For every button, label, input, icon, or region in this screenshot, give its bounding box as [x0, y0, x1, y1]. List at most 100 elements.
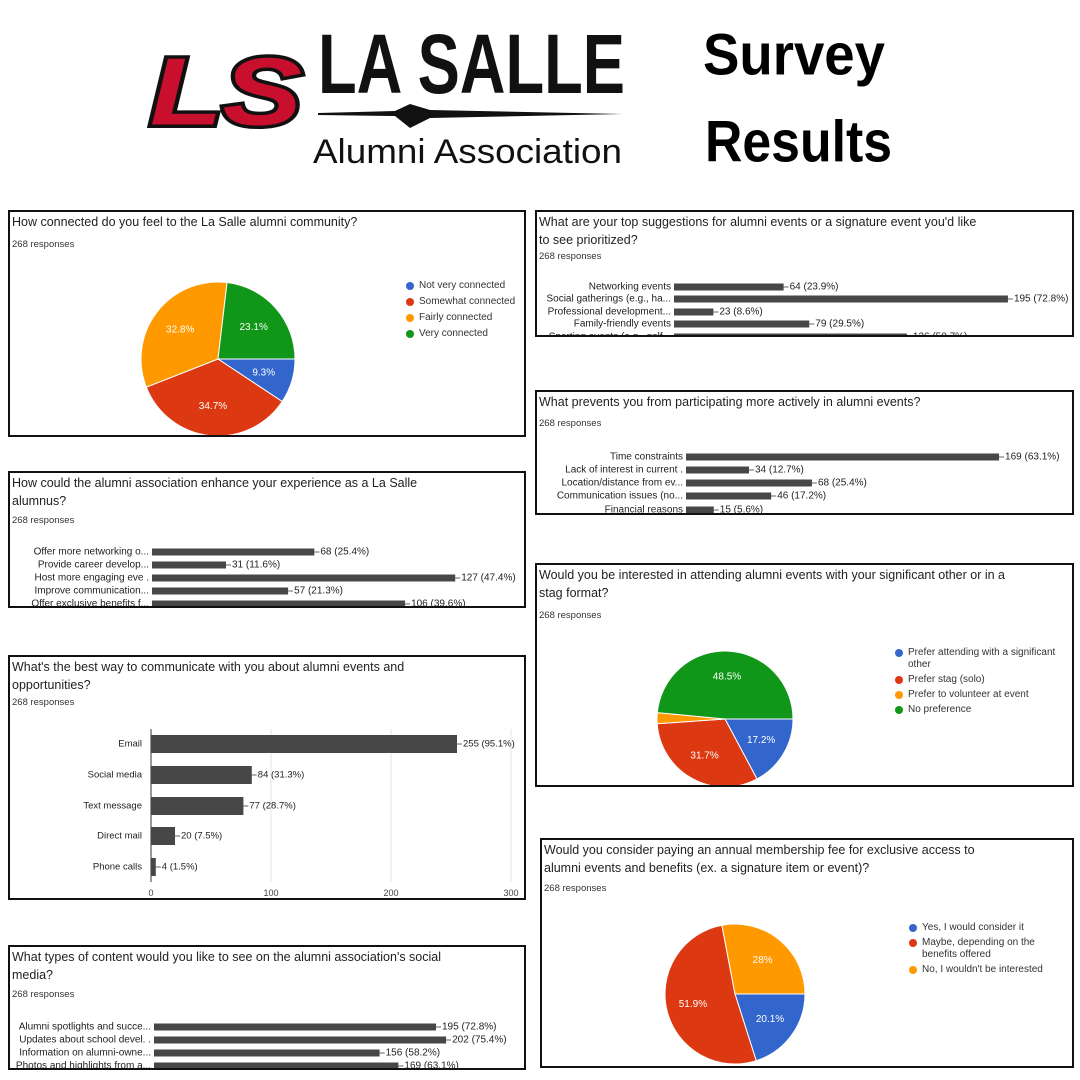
chart-title: Would you consider paying an annual memb…: [544, 843, 975, 875]
logo-letters: LS: [150, 39, 302, 146]
category-label: Text message: [83, 801, 142, 812]
x-tick-label: 200: [383, 888, 398, 898]
chart-panel: 0 100 200 300 Email 255 (95.1%) Social media 84…: [8, 655, 526, 900]
legend-item: Very connected: [406, 328, 524, 340]
spear: [318, 104, 622, 128]
bar: [154, 1049, 380, 1057]
value-label: 34 (12.7%): [755, 465, 804, 476]
slice-label: 28%: [753, 955, 773, 966]
chart-panel: 17.2% 31.7% 48.5% Would you be interested i…: [535, 563, 1074, 787]
value-label: 31 (11.6%): [232, 560, 280, 571]
response-count: 268 responses: [12, 697, 75, 708]
legend-item: Yes, I would consider it: [909, 922, 1059, 934]
x-tick-label: 100: [263, 888, 278, 898]
chart: Offer more networking o... 68 (25.4%) Prov…: [31, 547, 516, 607]
bar: [152, 587, 289, 595]
bar: [151, 735, 457, 753]
legend-label: No, I wouldn't be interested: [922, 964, 1043, 975]
legend-label: Somewhat connected: [419, 296, 516, 307]
legend-swatch: [895, 706, 903, 714]
value-label: 156 (58.2%): [386, 1048, 440, 1059]
category-label: Phone calls: [93, 862, 142, 873]
pie-slice: [656, 650, 794, 720]
category-label: Photos and highlights from a...: [16, 1061, 151, 1069]
category-label: Financial reasons: [605, 505, 683, 514]
value-label: 68 (25.4%): [818, 478, 867, 489]
bar: [686, 466, 749, 474]
legend-label: Very connected: [419, 328, 488, 339]
legend-item: Maybe, depending on the benefits offered: [909, 937, 1059, 961]
bar: [674, 308, 714, 316]
legend-swatch: [406, 282, 414, 290]
category-label: Family-friendly events: [574, 319, 671, 330]
chart-title: Would you be interested in attending alu…: [539, 568, 1006, 600]
chart: 20.1% 51.9% 28%: [664, 923, 806, 1065]
bar: [151, 766, 252, 784]
chart-panel: Time constraints 169 (63.1%) Lack of inter…: [535, 390, 1074, 515]
value-label: 195 (72.8%): [442, 1022, 496, 1033]
page-title: Results: [705, 110, 892, 175]
category-label: Professional development...: [548, 307, 671, 318]
legend-item: Prefer attending with a significant othe…: [895, 647, 1072, 671]
value-label: 202 (75.4%): [452, 1035, 506, 1046]
value-label: 15 (5.6%): [720, 505, 763, 514]
legend-swatch: [895, 649, 903, 657]
pie-slice: [721, 923, 806, 995]
value-label: 127 (47.4%): [461, 573, 515, 584]
value-label: 84 (31.3%): [258, 770, 304, 781]
bar: [674, 283, 784, 291]
response-count: 268 responses: [539, 610, 602, 621]
legend-item: Fairly connected: [406, 312, 524, 324]
pie-slice: [724, 718, 794, 780]
legend-swatch: [909, 939, 917, 947]
chart-title: What prevents you from participating mor…: [539, 395, 921, 409]
category-label: Offer exclusive benefits f...: [31, 599, 149, 607]
value-label: 79 (29.5%): [815, 319, 864, 330]
legend-swatch: [406, 298, 414, 306]
pie-slice: [217, 281, 296, 360]
bar: [152, 561, 227, 569]
legend-item: Somewhat connected: [406, 296, 524, 308]
slice-label: 48.5%: [713, 671, 741, 682]
legend-item: No, I wouldn't be interested: [909, 964, 1059, 976]
slice-label: 31.7%: [690, 750, 718, 761]
response-count: 268 responses: [539, 418, 602, 429]
response-count: 268 responses: [544, 883, 607, 894]
pie-slice: [145, 358, 283, 435]
chart: Time constraints 169 (63.1%) Lack of inter…: [557, 452, 1060, 514]
legend-swatch: [406, 330, 414, 338]
category-label: Lack of interest in current .: [565, 465, 683, 476]
legend-label: Maybe, depending on the benefits offered: [922, 937, 1035, 960]
response-count: 268 responses: [12, 989, 75, 1000]
chart: Alumni spotlights and succe... 195 (72.8%…: [16, 1022, 507, 1069]
bar: [154, 1036, 447, 1044]
bar: [152, 574, 456, 582]
category-label: Offer more networking o...: [34, 547, 149, 558]
value-label: 77 (28.7%): [249, 801, 295, 812]
legend-label: Prefer stag (solo): [908, 674, 985, 685]
slice-label: 20.1%: [756, 1014, 784, 1025]
chart: 9.3% 34.7% 32.8% 23.1%: [140, 281, 296, 435]
value-label: 20 (7.5%): [181, 831, 222, 842]
category-label: Time constraints: [610, 452, 683, 463]
category-label: Information on alumni-owne...: [19, 1048, 151, 1059]
value-label: 136 (50.7%): [913, 332, 967, 336]
value-label: 106 (39.6%): [411, 599, 465, 607]
x-tick-label: 300: [503, 888, 518, 898]
header: LS LA SALLE Alumni Association Survey Re…: [147, 17, 893, 175]
value-label: 255 (95.1%): [463, 739, 515, 750]
category-label: Alumni spotlights and succe...: [19, 1022, 151, 1033]
legend-swatch: [909, 924, 917, 932]
legend-swatch: [406, 314, 414, 322]
chart-panel: Alumni spotlights and succe... 195 (72.8%…: [8, 945, 526, 1070]
legend-label: Fairly connected: [419, 312, 493, 323]
slice-label: 23.1%: [240, 322, 268, 333]
legend: Not very connected Somewhat connected Fair…: [406, 280, 524, 344]
legend-item: Prefer stag (solo): [895, 674, 1072, 686]
pie-slice: [734, 993, 806, 1062]
category-label: Social media: [88, 770, 143, 781]
slice-label: 17.2%: [747, 735, 775, 746]
chart: 17.2% 31.7% 48.5%: [656, 650, 794, 785]
bar: [154, 1062, 399, 1068]
